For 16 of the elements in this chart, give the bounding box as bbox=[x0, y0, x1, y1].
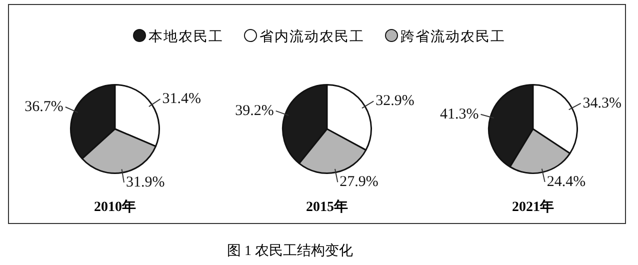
legend-label: 跨省流动农民工 bbox=[400, 30, 506, 45]
data-label: 27.9% bbox=[340, 174, 378, 190]
data-label: 41.3% bbox=[440, 106, 479, 122]
data-label: 31.4% bbox=[162, 91, 201, 108]
data-label: 34.3% bbox=[582, 95, 622, 112]
text: 2015年 bbox=[305, 198, 349, 216]
text: 2010年 bbox=[93, 198, 137, 216]
data-label: 36.7% bbox=[24, 98, 64, 115]
data-label: 32.9% bbox=[376, 93, 414, 110]
legend-label: 本地农民工 bbox=[148, 30, 224, 45]
data-label: 39.2% bbox=[235, 102, 274, 119]
data-label: 31.9% bbox=[126, 174, 165, 190]
data-label: 24.4% bbox=[546, 174, 586, 190]
legend-label: 省内流动农民工 bbox=[258, 30, 364, 45]
text: 2021年 bbox=[511, 198, 555, 216]
caption: 图 1 农民工结构变化 bbox=[226, 242, 354, 260]
